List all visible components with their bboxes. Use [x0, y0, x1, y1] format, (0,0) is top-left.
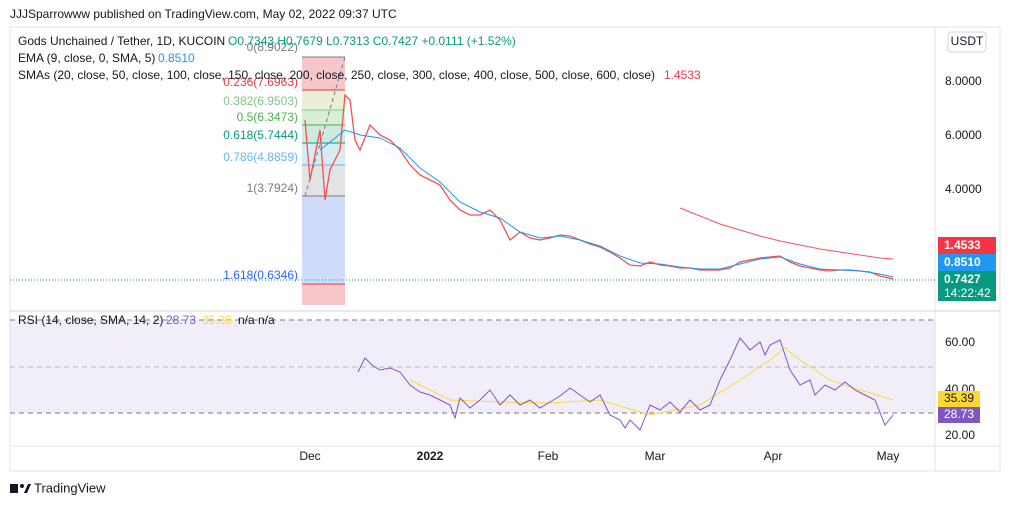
fib-label: 0.382(6.9503)	[223, 94, 298, 108]
time-tick: Mar	[645, 449, 666, 463]
rsi-tick: 20.00	[945, 428, 975, 442]
fib-label: 0.786(4.8859)	[223, 150, 298, 164]
rsi-line	[357, 337, 894, 431]
price-tick: 6.0000	[945, 128, 982, 142]
close-tag: 0.7427	[944, 272, 981, 286]
price-tick: 4.0000	[945, 182, 982, 196]
time-tick: 2022	[417, 449, 444, 463]
fib-label: 1(3.7924)	[247, 181, 298, 195]
countdown: 14:22:42	[944, 286, 991, 300]
ema-value: 0.8510	[158, 51, 195, 65]
price-tick: 8.0000	[945, 74, 982, 88]
time-tick: Dec	[299, 449, 320, 463]
frame	[9, 26, 1001, 472]
rsi-sma-tag: 35.39	[944, 391, 974, 405]
fib-label: 0.618(5.7444)	[223, 128, 298, 142]
fib-label: 0.5(6.3473)	[237, 110, 298, 124]
ema-legend: EMA (9, close, 0, SMA, 5)	[18, 51, 155, 65]
rsi-tag: 28.73	[944, 407, 974, 421]
brand: TradingView	[34, 480, 106, 495]
time-tick: May	[877, 449, 900, 463]
time-tick: Feb	[538, 449, 559, 463]
fib-zones	[302, 56, 346, 305]
sma-tag: 1.4533	[944, 238, 981, 252]
publisher: JJJSparrowww published on TradingView.co…	[10, 7, 397, 21]
rsi-sma-line	[409, 347, 894, 416]
sma-line	[679, 207, 894, 260]
sma-value: 1.4533	[664, 68, 701, 82]
rsi-value: 28.73	[166, 313, 196, 327]
symbol: Gods Unchained / Tether, 1D, KUCOIN	[18, 34, 225, 48]
logo	[10, 484, 31, 493]
rsi-tick: 60.00	[945, 335, 975, 349]
ohlc: O0.7343 H0.7679 L0.7313 C0.7427 +0.0111 …	[228, 34, 516, 48]
rsi-legend: RSI (14, close, SMA, 14, 2)	[18, 313, 163, 327]
price-line	[304, 93, 894, 280]
fib-label: 0.236(7.6963)	[223, 75, 298, 89]
fib-label: 0(8.9022)	[247, 40, 298, 54]
rsi-na: n/a n/a	[238, 313, 275, 327]
time-tick: Apr	[764, 449, 783, 463]
currency-button[interactable]	[947, 31, 987, 53]
sma-legend: SMAs (20, close, 50, close, 100, close, …	[18, 68, 655, 82]
ema-line	[319, 129, 894, 278]
currency[interactable]: USDT	[951, 34, 984, 48]
ema-tag: 0.8510	[944, 255, 981, 269]
fib-label: 1.618(0.6346)	[223, 268, 298, 282]
rsi-sma-value: 35.39	[202, 313, 232, 327]
